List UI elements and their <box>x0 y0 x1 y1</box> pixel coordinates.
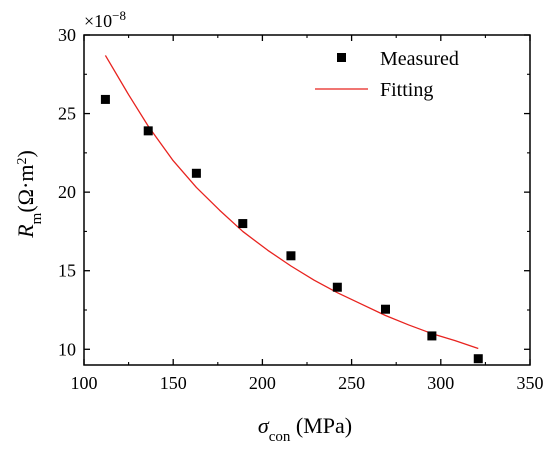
legend-label-measured: Measured <box>380 48 459 70</box>
measured-point <box>427 331 437 341</box>
x-axis-title: σcon (MPa) <box>258 413 352 445</box>
y-tick-label: 20 <box>58 182 76 202</box>
measured-point <box>143 126 153 136</box>
y-axis-multiplier: ×10−8 <box>84 8 126 32</box>
measured-point <box>380 304 390 314</box>
measured-point <box>191 168 201 178</box>
series-layer <box>100 55 483 364</box>
x-tick-label: 150 <box>160 373 187 393</box>
x-tick-label: 350 <box>517 373 544 393</box>
legend-label-fitting: Fitting <box>380 79 433 101</box>
legend: Measured Fitting <box>315 48 459 101</box>
plot-area-frame <box>83 34 531 366</box>
measured-point <box>100 94 110 104</box>
legend-marker-measured <box>337 53 346 62</box>
tick-labels: 100 150 200 250 300 350 10 15 20 25 30 <box>58 25 544 393</box>
measured-point <box>473 354 483 364</box>
x-tick-label: 100 <box>71 373 98 393</box>
x-tick-label: 300 <box>427 373 454 393</box>
y-tick-label: 10 <box>58 339 76 359</box>
y-tick-label: 25 <box>58 104 76 124</box>
fitting-curve <box>104 55 479 350</box>
y-tick-label: 30 <box>58 25 76 45</box>
y-axis-title: Rm(Ω·m2) <box>13 150 45 239</box>
axis-ticks <box>83 34 531 365</box>
y-tick-label: 15 <box>58 261 76 281</box>
measured-point <box>286 251 296 261</box>
measured-point <box>238 219 248 229</box>
measured-point <box>332 282 342 292</box>
x-tick-label: 250 <box>338 373 365 393</box>
x-tick-label: 200 <box>249 373 276 393</box>
